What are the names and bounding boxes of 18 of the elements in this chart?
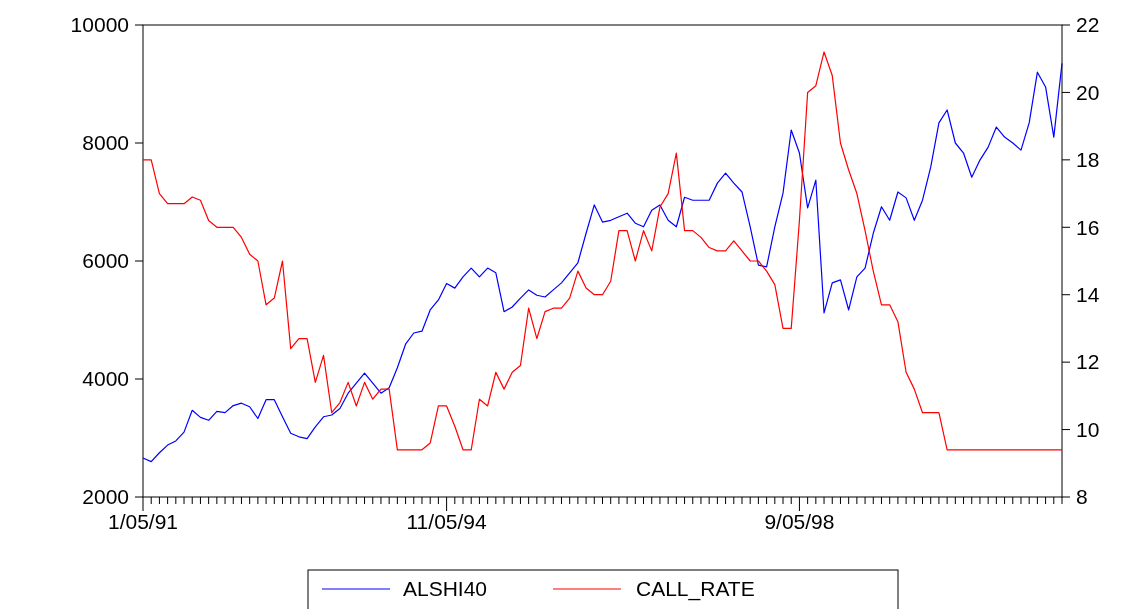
y2-tick-label: 10	[1076, 417, 1100, 441]
y-tick-label: 6000	[82, 249, 129, 273]
y2-tick-label: 18	[1076, 148, 1100, 172]
y-tick-label: 4000	[82, 367, 129, 391]
y2-tick-label: 22	[1076, 13, 1100, 37]
y-tick-label: 2000	[82, 485, 129, 509]
y2-tick-label: 12	[1076, 350, 1100, 374]
legend-label: ALSHI40	[403, 577, 488, 601]
y-tick-label: 8000	[82, 131, 129, 155]
y2-tick-label: 20	[1076, 80, 1100, 104]
y2-tick-label: 14	[1076, 283, 1100, 307]
x-tick-label: 9/05/98	[764, 510, 835, 533]
y2-tick-label: 16	[1076, 215, 1100, 239]
y-tick-label: 10000	[70, 13, 129, 37]
x-tick-label: 1/05/91	[107, 510, 179, 533]
y2-tick-label: 8	[1076, 485, 1088, 509]
legend-label: CALL_RATE	[636, 577, 755, 602]
x-tick-label: 11/05/94	[406, 510, 488, 533]
